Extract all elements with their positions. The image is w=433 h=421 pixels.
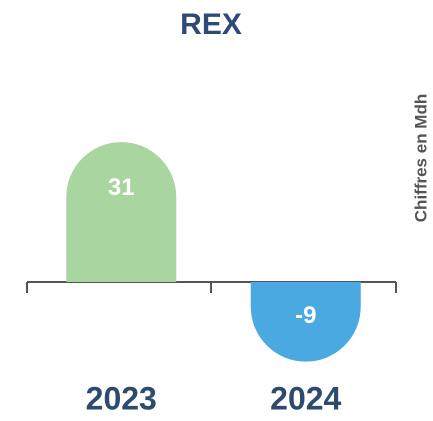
axis-label: Chiffres en Mdh: [411, 94, 430, 222]
x-tick-label: 2024: [270, 380, 341, 416]
x-tick-label: 2023: [86, 380, 157, 416]
value-label: -9: [295, 302, 316, 329]
bar: [66, 142, 177, 282]
chart-title: REX: [180, 8, 242, 41]
value-label: 31: [108, 174, 135, 201]
bar: [250, 282, 361, 362]
